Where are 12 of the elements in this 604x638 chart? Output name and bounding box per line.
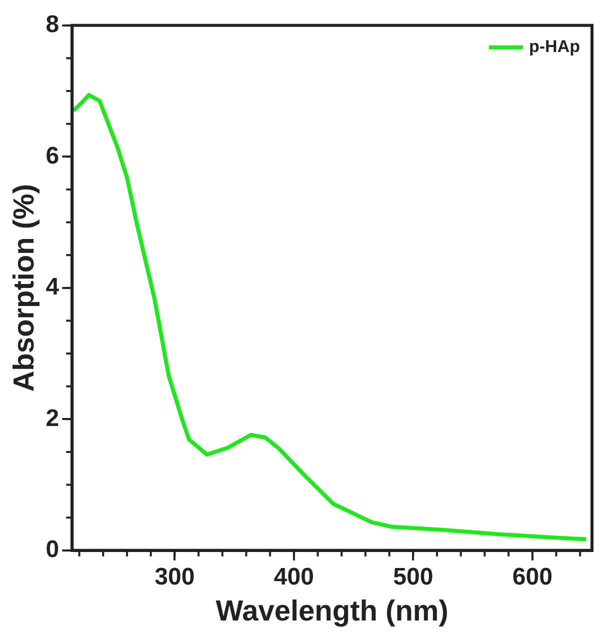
y-tick-label: 8 <box>46 11 60 38</box>
x-tick-label: 300 <box>154 563 195 590</box>
y-tick-label: 4 <box>46 274 60 301</box>
x-axis-title: Wavelength (nm) <box>216 596 448 628</box>
y-tick-label: 0 <box>46 536 60 564</box>
x-tick-label: 400 <box>274 563 314 590</box>
x-tick-label: 500 <box>393 563 434 590</box>
y-tick-label: 6 <box>46 142 60 170</box>
legend-label: p-HAp <box>529 37 580 56</box>
y-axis-title: Absorption (%) <box>8 184 40 392</box>
y-tick-label: 2 <box>46 404 60 432</box>
x-tick-label: 600 <box>512 563 552 590</box>
